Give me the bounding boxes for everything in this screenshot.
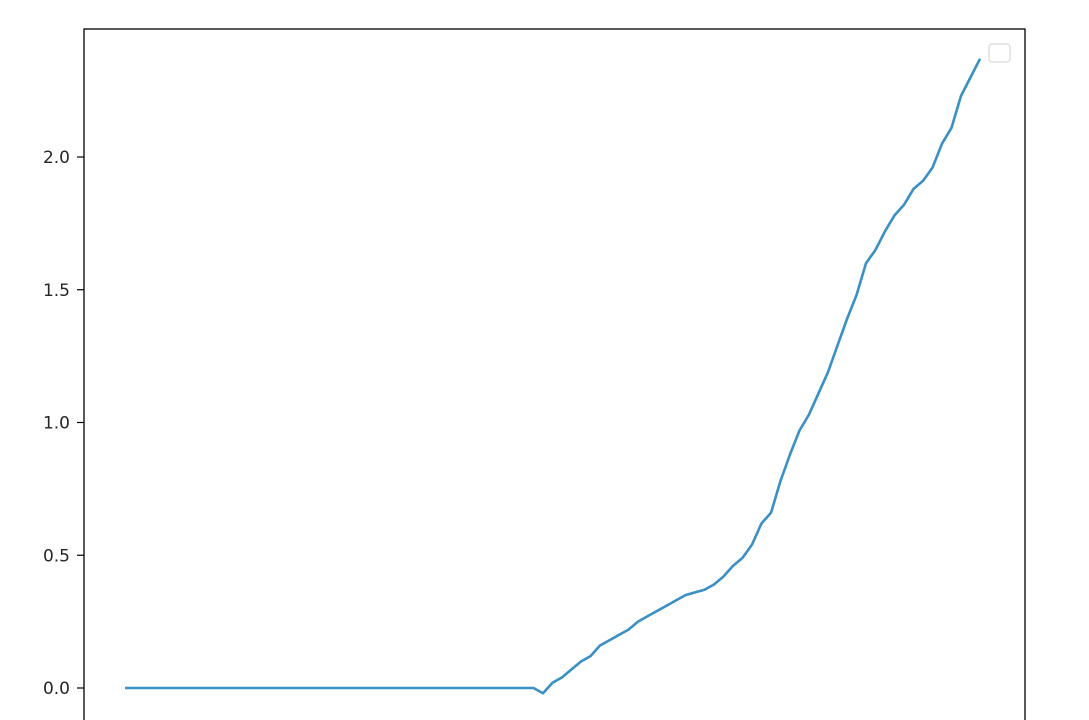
y-tick-label: 1.5 <box>43 281 70 301</box>
plot-frame <box>83 28 1026 720</box>
y-tick-label: 1.0 <box>43 414 70 434</box>
y-tick-label: 0.0 <box>43 679 70 699</box>
legend-box <box>988 43 1011 63</box>
series-line <box>125 58 982 695</box>
y-axis: 0.0 0.5 1.0 1.5 2.0 <box>43 148 84 699</box>
y-tick-label: 0.5 <box>43 546 70 566</box>
y-tick-label: 2.0 <box>43 148 70 168</box>
